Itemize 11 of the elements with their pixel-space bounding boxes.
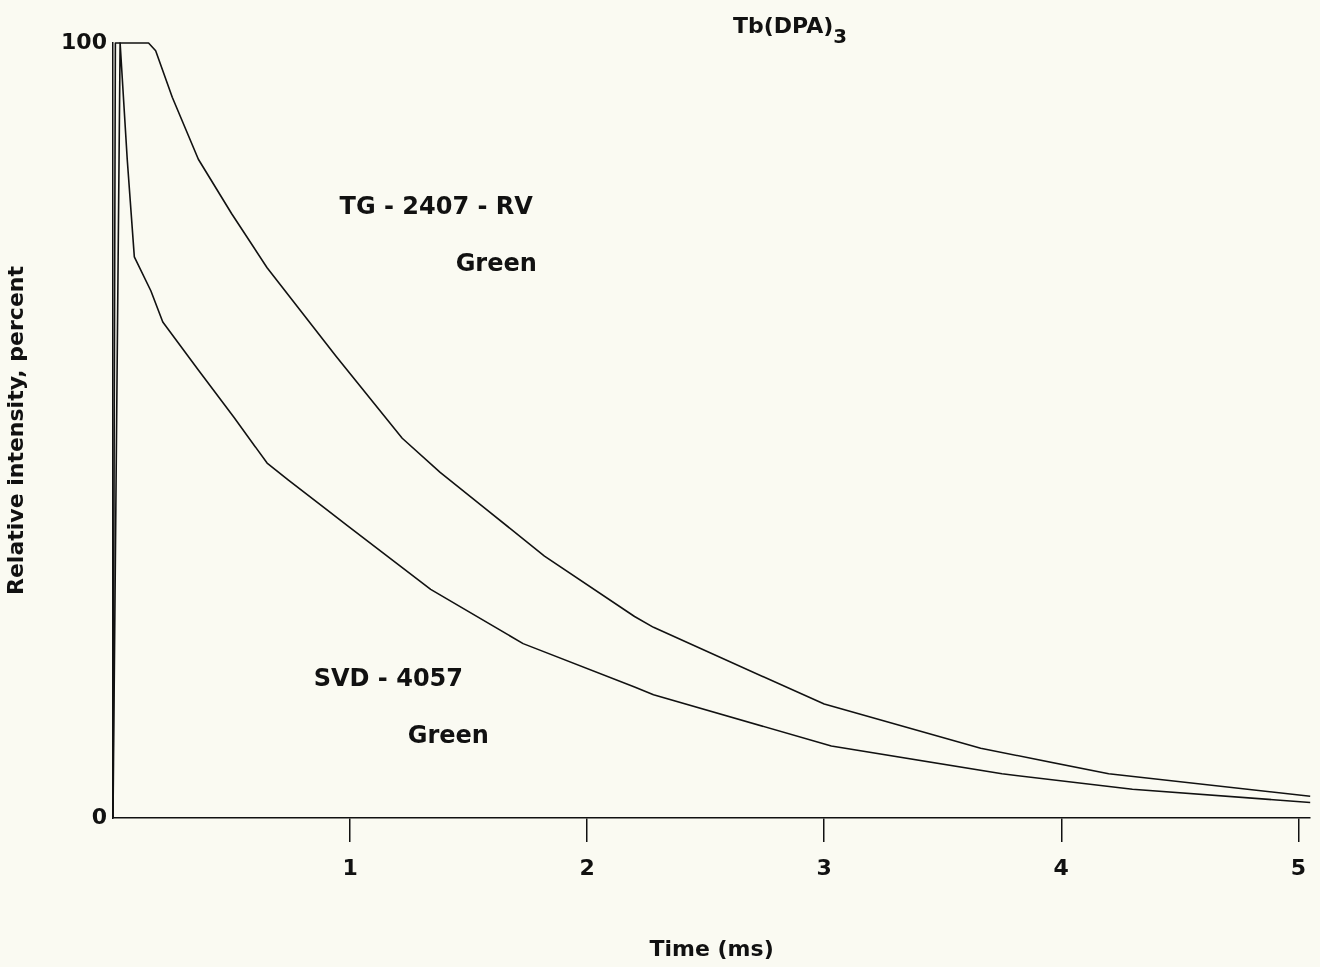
x-tick-label: 1 — [342, 854, 358, 880]
y-axis-title: Relative intensity, percent — [2, 265, 28, 595]
x-axis-title: Time (ms) — [649, 935, 774, 961]
x-tick-label: 2 — [579, 854, 595, 880]
y-tick-label: 0 — [91, 803, 107, 829]
y-tick-label: 100 — [61, 28, 107, 54]
text: SVD - 4057 Green — [313, 664, 489, 750]
x-tick-label: 3 — [816, 854, 832, 880]
text: TG - 2407 - RV Green — [339, 191, 537, 277]
x-tick-label: 5 — [1290, 854, 1306, 880]
x-tick-label: 4 — [1053, 854, 1069, 880]
